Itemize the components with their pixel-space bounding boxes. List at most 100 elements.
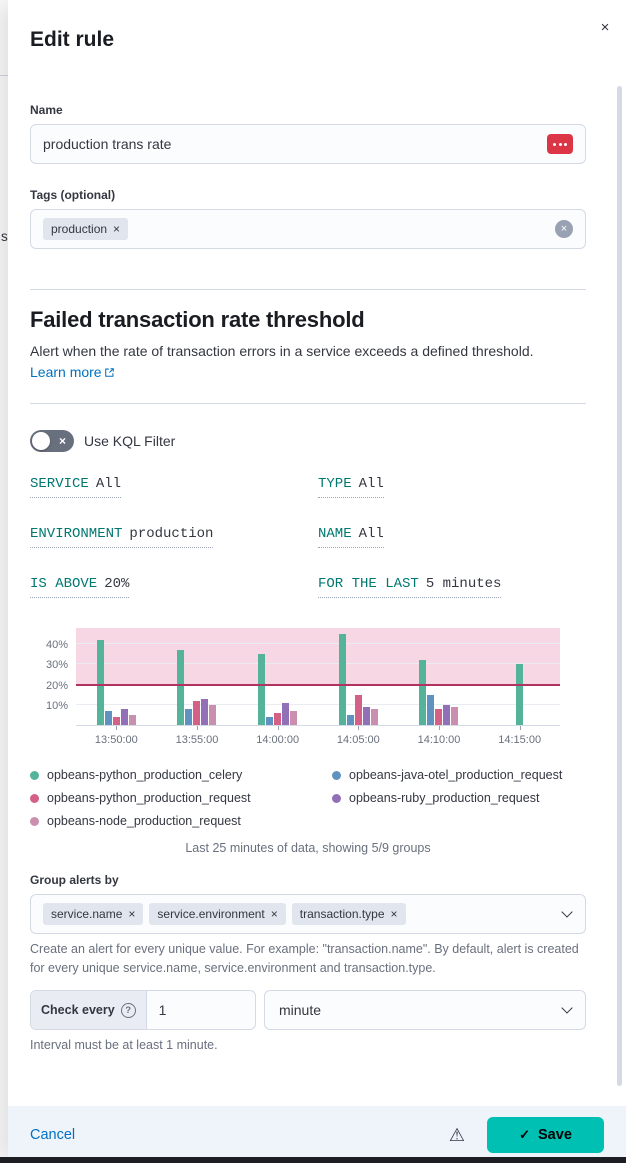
expression-grid: SERVICE All TYPE All ENVIRONMENT production NA… <box>30 476 586 598</box>
bar <box>274 712 282 725</box>
rule-type-description-text: Alert when the rate of transaction error… <box>30 343 534 359</box>
tags-field-row: Tags (optional) production × × <box>30 188 586 249</box>
expression-description: IS ABOVE <box>30 576 98 592</box>
expression-environment[interactable]: ENVIRONMENT production <box>30 526 214 548</box>
remove-icon[interactable]: × <box>390 907 398 921</box>
y-axis-label: 40% <box>45 639 68 652</box>
x-axis-label: 14:05:00 <box>336 734 380 746</box>
x-axis-tick <box>519 726 521 730</box>
learn-more-label: Learn more <box>30 364 102 380</box>
group-by-pill[interactable]: service.environment × <box>149 903 286 925</box>
remove-icon[interactable]: × <box>113 222 121 236</box>
x-axis-label: 14:15:00 <box>498 734 542 746</box>
bar-cluster <box>479 628 560 725</box>
kql-filter-label: Use KQL Filter <box>84 433 176 449</box>
remove-icon[interactable]: × <box>270 907 278 921</box>
group-by-help: Create an alert for every unique value. … <box>30 942 579 975</box>
cancel-button[interactable]: Cancel <box>30 1126 76 1143</box>
expression-service[interactable]: SERVICE All <box>30 476 122 498</box>
bar <box>209 704 217 725</box>
interval-value-input[interactable]: 1 <box>147 991 255 1029</box>
tags-pill-list: production × <box>43 218 555 240</box>
gridline <box>76 703 560 705</box>
y-axis-label: 10% <box>45 699 68 712</box>
warning-icon[interactable]: ⚠ <box>448 1124 465 1145</box>
expression-value: production <box>129 526 214 542</box>
save-button-label: Save <box>538 1126 572 1143</box>
expression-value: All <box>95 476 122 492</box>
legend-label: opbeans-python_production_request <box>47 791 251 805</box>
password-manager-icon[interactable] <box>547 134 573 154</box>
legend-item[interactable]: opbeans-node_production_request <box>30 814 332 828</box>
check-every-group: Check every ? 1 <box>30 990 256 1030</box>
legend-item[interactable]: opbeans-python_production_celery <box>30 768 332 782</box>
chart-plot <box>76 628 560 726</box>
bar <box>193 700 201 725</box>
group-by-pill-label: service.environment <box>157 907 265 921</box>
gridline <box>76 663 560 665</box>
kql-filter-toggle[interactable]: × <box>30 430 74 452</box>
legend-dot-icon <box>332 770 341 780</box>
expression-for-the-last[interactable]: FOR THE LAST 5 minutes <box>318 576 502 598</box>
legend-label: opbeans-python_production_celery <box>47 768 243 782</box>
group-by-combobox[interactable]: service.name × service.environment × transac… <box>30 894 586 934</box>
close-button[interactable]: × <box>592 14 618 40</box>
x-axis-label: 13:50:00 <box>94 734 138 746</box>
bar <box>128 714 136 725</box>
question-icon[interactable]: ? <box>120 1002 136 1018</box>
threshold-line <box>76 683 560 686</box>
legend-item[interactable]: opbeans-java-otel_production_request <box>332 768 586 782</box>
tag-pill[interactable]: production × <box>43 218 129 240</box>
bar <box>516 664 524 725</box>
check-every-prepend: Check every ? <box>31 991 147 1029</box>
close-icon: × <box>600 18 610 36</box>
bar <box>451 706 459 725</box>
expression-type[interactable]: TYPE All <box>318 476 384 498</box>
expression-description: SERVICE <box>30 476 89 492</box>
threshold-band <box>76 628 560 685</box>
legend-dot-icon <box>30 793 39 803</box>
bar-cluster <box>157 628 238 725</box>
interval-unit-select[interactable]: minute <box>264 990 586 1030</box>
x-axis-tick <box>197 726 198 730</box>
x-axis-tick <box>439 726 440 730</box>
flyout-body: Name production trans rate Tags (optiona… <box>8 75 626 1106</box>
chart: 10% 20% 30% 40% <box>30 628 560 726</box>
check-every-label: Check every <box>41 1003 115 1017</box>
expression-is-above[interactable]: IS ABOVE 20% <box>30 576 130 598</box>
remove-icon[interactable]: × <box>128 907 136 921</box>
rule-type-description: Alert when the rate of transaction error… <box>30 341 550 383</box>
group-by-pill[interactable]: service.name × <box>43 903 144 925</box>
expression-value: All <box>358 526 384 542</box>
interval-value: 1 <box>158 1002 167 1018</box>
bar <box>120 708 128 725</box>
bar <box>201 698 209 725</box>
bar <box>258 654 266 725</box>
legend-item[interactable]: opbeans-ruby_production_request <box>332 791 586 805</box>
interval-help: Interval must be at least 1 minute. <box>30 1038 218 1052</box>
tags-combobox[interactable]: production × × <box>30 209 586 249</box>
expression-name[interactable]: NAME All <box>318 526 384 548</box>
gridline <box>76 643 560 645</box>
bar <box>427 694 435 725</box>
group-by-pill[interactable]: transaction.type × <box>291 903 406 925</box>
legend-item[interactable]: opbeans-python_production_request <box>30 791 332 805</box>
flyout-header: Edit rule <box>8 0 626 75</box>
bar <box>185 708 193 725</box>
clear-icon: × <box>560 223 568 235</box>
bar <box>104 710 112 725</box>
name-input[interactable]: production trans rate <box>30 124 586 164</box>
clear-tags-button[interactable]: × <box>555 220 573 238</box>
bar <box>96 640 104 725</box>
save-button[interactable]: ✓ Save <box>487 1116 604 1153</box>
name-input-value: production trans rate <box>43 136 172 152</box>
bar <box>290 710 298 725</box>
bar <box>112 716 120 725</box>
bar <box>338 634 346 725</box>
x-axis-tick <box>116 726 118 730</box>
bar <box>346 714 354 725</box>
bar <box>362 706 370 725</box>
learn-more-link[interactable]: Learn more <box>30 364 115 380</box>
scrollbar[interactable] <box>617 86 622 1086</box>
x-axis-label: 13:55:00 <box>175 734 219 746</box>
